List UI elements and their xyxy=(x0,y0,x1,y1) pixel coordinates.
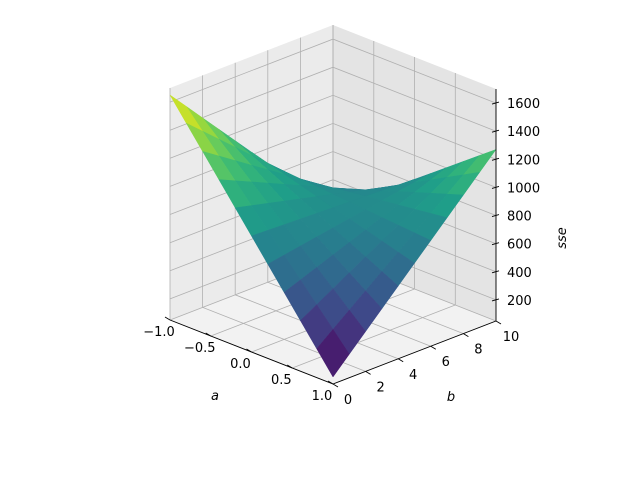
z-tick-label: 1400 xyxy=(507,125,540,140)
y-tick-mark xyxy=(430,345,437,350)
z-tick-mark xyxy=(491,214,500,217)
x-tick-label: −1.0 xyxy=(143,325,175,340)
y-tick-label: 8 xyxy=(474,343,482,358)
z-tick-label: 1200 xyxy=(507,153,540,168)
z-tick-mark xyxy=(491,270,500,274)
x-tick-mark xyxy=(205,332,211,337)
y-tick-mark xyxy=(495,320,502,325)
z-tick-mark xyxy=(491,129,500,133)
y-gridline xyxy=(267,50,431,347)
y-tick-mark xyxy=(365,371,371,375)
y-tick-mark xyxy=(463,333,469,337)
z-axis-label: sse xyxy=(555,227,570,249)
z-tick-label: 800 xyxy=(507,210,532,225)
y-tick-label: 6 xyxy=(442,355,450,370)
z-tick-label: 200 xyxy=(507,294,532,309)
axis-ticks: −1.0 −0.5 0.0 0.5 1.0 0 2 4 6 8 10 200 400 600 800 1000… xyxy=(143,97,540,408)
x-tick-mark xyxy=(164,316,171,321)
y-tick-label: 10 xyxy=(503,330,520,345)
z-tick-mark xyxy=(491,298,500,302)
z-tick-label: 1000 xyxy=(507,181,540,196)
z-tick-label: 600 xyxy=(507,238,532,253)
x-tick-label: −0.5 xyxy=(184,341,216,356)
x-tick-mark xyxy=(246,348,252,353)
y-gridline xyxy=(202,75,366,372)
x-axis-label: a xyxy=(211,389,219,404)
surface-facet xyxy=(316,328,350,378)
y-tick-label: 4 xyxy=(409,368,417,383)
z-tick-mark xyxy=(491,185,500,189)
y-axis-label: b xyxy=(447,390,455,405)
y-tick-mark xyxy=(397,358,404,363)
y-tick-mark xyxy=(332,383,339,388)
z-gridline xyxy=(169,38,497,104)
x-tick-mark xyxy=(327,380,334,385)
z-tick-label: 400 xyxy=(507,266,532,281)
sse-surface xyxy=(169,94,497,378)
z-tick-label: 1600 xyxy=(507,97,540,112)
y-axis-line xyxy=(332,320,497,385)
z-tick-mark xyxy=(491,242,500,246)
z-tick-mark xyxy=(491,101,500,105)
x-tick-mark xyxy=(287,364,293,369)
z-gridline xyxy=(169,66,497,132)
x-tick-label: 0.0 xyxy=(230,357,251,372)
x-tick-label: 0.5 xyxy=(271,373,292,388)
z-tick-mark xyxy=(491,157,500,161)
y-tick-label: 0 xyxy=(344,393,352,408)
y-tick-label: 2 xyxy=(376,380,384,395)
x-tick-label: 1.0 xyxy=(312,389,333,404)
